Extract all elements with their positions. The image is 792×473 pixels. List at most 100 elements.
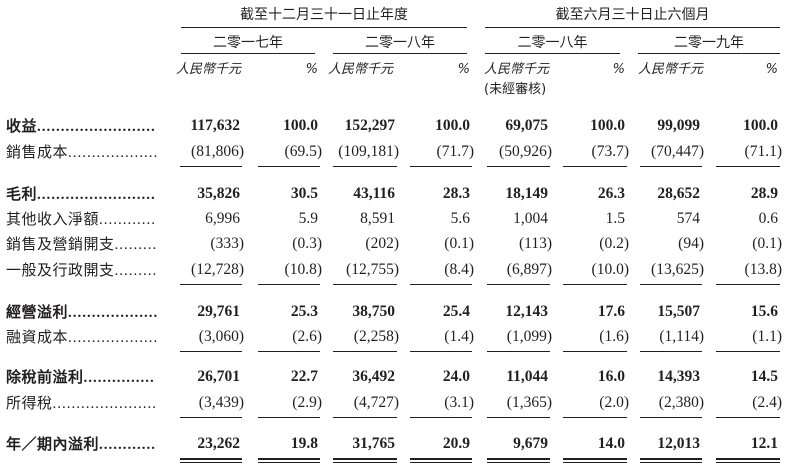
amount-cell: 1,004 <box>513 210 548 227</box>
header-year-2018: 二零一八年 <box>365 35 435 51</box>
amount-cell: 9,679 <box>513 435 548 452</box>
percent-cell: (71.7) <box>436 143 474 160</box>
row-label-text: 收益 <box>6 117 38 135</box>
percent-cell: (2.0) <box>599 394 629 411</box>
amount-cell: 26,701 <box>197 368 240 385</box>
percent-cell: (8.4) <box>444 261 474 278</box>
double-underline <box>333 458 397 463</box>
amount-cell: (333) <box>210 235 244 252</box>
leader-dots: ...................... <box>52 396 158 412</box>
amount-cell: (50,926) <box>499 143 552 160</box>
header-period-2018: 二零一八年 <box>517 35 588 51</box>
percent-cell: 5.9 <box>298 210 318 227</box>
leader-dots: ................... <box>68 145 159 161</box>
amount-cell: (1,099) <box>506 328 552 345</box>
percent-cell: 0.6 <box>758 210 778 227</box>
percent-cell: 19.8 <box>290 435 318 452</box>
percent-cell: 100.0 <box>590 117 625 134</box>
amount-cell: 12,013 <box>657 435 700 452</box>
unit-percent: % <box>305 62 318 77</box>
amount-cell: 43,116 <box>353 185 395 202</box>
subtotal-underline <box>563 166 627 168</box>
subtotal-underline <box>180 284 242 286</box>
subtotal-underline <box>333 351 397 353</box>
leader-dots: ......... <box>114 263 158 279</box>
percent-cell: 16.0 <box>597 368 625 385</box>
amount-cell: 15,507 <box>657 303 700 320</box>
amount-cell: (113) <box>519 235 552 252</box>
row-label-text: 一般及行政開支 <box>6 261 115 279</box>
percent-cell: 28.9 <box>750 185 778 202</box>
amount-cell: 28,652 <box>657 185 700 202</box>
percent-cell: (13.8) <box>744 261 782 278</box>
subtotal-underline <box>487 351 550 353</box>
row-label: 銷售及營銷開支......... <box>6 235 157 254</box>
subtotal-underline <box>410 351 472 353</box>
percent-cell: 5.6 <box>450 210 470 227</box>
percent-cell: (2.4) <box>752 394 782 411</box>
double-underline <box>487 458 550 463</box>
unaudited-note: (未經審核) <box>484 82 547 97</box>
amount-cell: (13,625) <box>651 261 704 278</box>
amount-cell: 18,149 <box>505 185 548 202</box>
double-underline <box>563 458 627 463</box>
amount-cell: 152,297 <box>344 117 395 134</box>
subtotal-underline <box>640 417 702 419</box>
unit-amount: 人民幣千元 <box>328 62 394 77</box>
subtotal-underline <box>180 166 242 168</box>
double-underline <box>180 458 242 463</box>
percent-cell: 14.5 <box>750 368 778 385</box>
amount-cell: (70,447) <box>651 143 704 160</box>
subtotal-underline <box>563 417 627 419</box>
row-label: 年／期內溢利............ <box>6 435 156 454</box>
row-label: 經營溢利................... <box>6 303 158 322</box>
row-label-text: 其他收入淨額 <box>6 210 100 228</box>
subtotal-underline <box>410 284 472 286</box>
amount-cell: 99,099 <box>657 117 700 134</box>
subtotal-underline <box>640 284 702 286</box>
row-label-text: 經營溢利 <box>6 303 69 321</box>
amount-cell: 574 <box>676 210 700 227</box>
row-label-text: 銷售及營銷開支 <box>6 235 115 253</box>
percent-cell: 1.5 <box>605 210 625 227</box>
percent-cell: (3.1) <box>444 394 474 411</box>
amount-cell: (1,365) <box>506 394 552 411</box>
percent-cell: (10.0) <box>591 261 629 278</box>
leader-dots: ............ <box>99 437 157 453</box>
subtotal-underline <box>716 417 780 419</box>
percent-cell: (1.6) <box>599 328 629 345</box>
percent-cell: 20.9 <box>442 435 470 452</box>
row-label: 其他收入淨額............ <box>6 210 156 229</box>
percent-cell: (71.1) <box>744 143 782 160</box>
unit-amount: 人民幣千元 <box>638 62 704 77</box>
amount-cell: 36,492 <box>352 368 395 385</box>
double-underline <box>640 458 702 463</box>
percent-cell: 12.1 <box>750 435 778 452</box>
header-rule <box>333 53 467 55</box>
leader-dots: ............... <box>83 370 155 386</box>
subtotal-underline <box>563 284 627 286</box>
percent-cell: (2.9) <box>292 394 322 411</box>
subtotal-underline <box>410 166 472 168</box>
row-label: 收益......................... <box>6 117 156 136</box>
percent-cell: (69.5) <box>284 143 322 160</box>
subtotal-underline <box>333 284 397 286</box>
percent-cell: 25.3 <box>290 303 318 320</box>
percent-cell: (73.7) <box>591 143 629 160</box>
amount-cell: 29,761 <box>197 303 240 320</box>
percent-cell: 22.7 <box>290 368 318 385</box>
header-rule <box>181 27 467 29</box>
unit-percent: % <box>457 62 470 77</box>
amount-cell: (202) <box>365 235 399 252</box>
percent-cell: 100.0 <box>283 117 318 134</box>
unit-percent: % <box>765 62 778 77</box>
percent-cell: 14.0 <box>597 435 625 452</box>
subtotal-underline <box>258 284 320 286</box>
percent-cell: (0.1) <box>444 235 474 252</box>
subtotal-underline <box>487 166 550 168</box>
leader-dots: ............ <box>99 212 157 228</box>
subtotal-underline <box>333 166 397 168</box>
percent-cell: (10.8) <box>284 261 322 278</box>
amount-cell: 12,143 <box>505 303 548 320</box>
amount-cell: (6,897) <box>506 261 552 278</box>
